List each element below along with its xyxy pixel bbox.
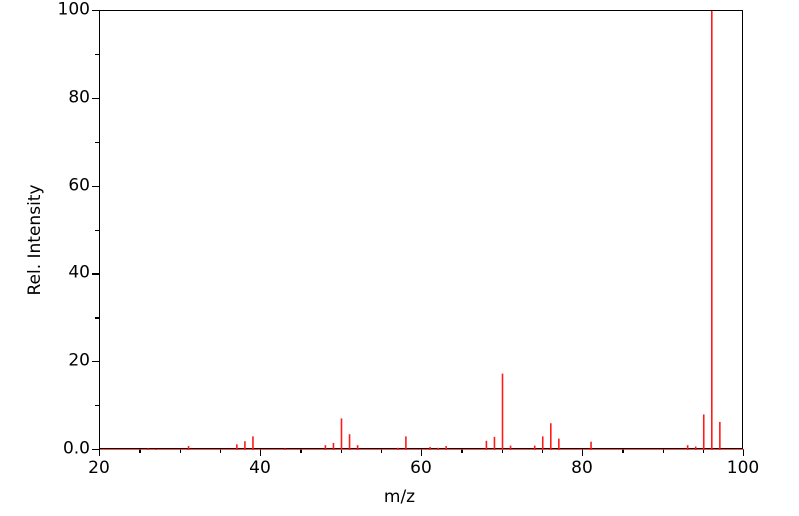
x-tick-minor — [461, 449, 463, 453]
x-axis-label: m/z — [383, 487, 416, 507]
x-tick-label: 80 — [571, 458, 593, 478]
y-tick-minor — [95, 405, 99, 407]
x-tick-label: 100 — [726, 458, 760, 478]
x-tick-label: 20 — [88, 458, 110, 478]
x-tick-major — [260, 449, 262, 456]
x-tick-minor — [622, 449, 624, 453]
plot-area — [99, 10, 744, 450]
y-tick-minor — [95, 317, 99, 319]
y-axis-tick-labels: 100 80 60 40 20 0.0 — [0, 0, 90, 516]
y-tick-major — [92, 361, 99, 363]
y-tick-label: 0.0 — [62, 438, 90, 459]
x-tick-minor — [662, 449, 664, 453]
x-tick-major — [421, 449, 423, 456]
y-tick-minor — [95, 53, 99, 56]
y-tick-label: 40 — [68, 262, 90, 283]
y-tick-major — [92, 185, 99, 187]
y-tick-minor — [95, 229, 99, 231]
x-tick-label: 60 — [410, 458, 432, 478]
x-tick-minor — [541, 449, 544, 453]
x-tick-minor — [702, 449, 705, 453]
y-tick-major — [92, 449, 99, 451]
x-tick-minor — [380, 449, 383, 453]
x-tick-minor — [501, 449, 503, 453]
x-tick-minor — [139, 449, 141, 453]
y-tick-minor — [95, 141, 99, 143]
y-tick-major — [92, 273, 99, 275]
y-tick-major — [92, 97, 99, 100]
y-tick-label: 80 — [68, 87, 90, 108]
x-tick-minor — [219, 449, 222, 453]
y-axis-label: Rel. Intensity — [25, 184, 45, 296]
spectrum-peaks — [100, 11, 744, 450]
x-tick-minor — [300, 449, 302, 453]
x-tick-label: 40 — [249, 458, 271, 478]
x-tick-major — [743, 449, 745, 456]
y-tick-label: 20 — [68, 350, 90, 371]
y-tick-label: 100 — [57, 0, 90, 20]
y-tick-major — [92, 10, 99, 12]
y-tick-label: 60 — [68, 175, 90, 196]
x-tick-minor — [179, 449, 181, 453]
x-tick-major — [99, 449, 101, 456]
x-tick-major — [582, 449, 584, 456]
x-tick-minor — [340, 449, 342, 453]
